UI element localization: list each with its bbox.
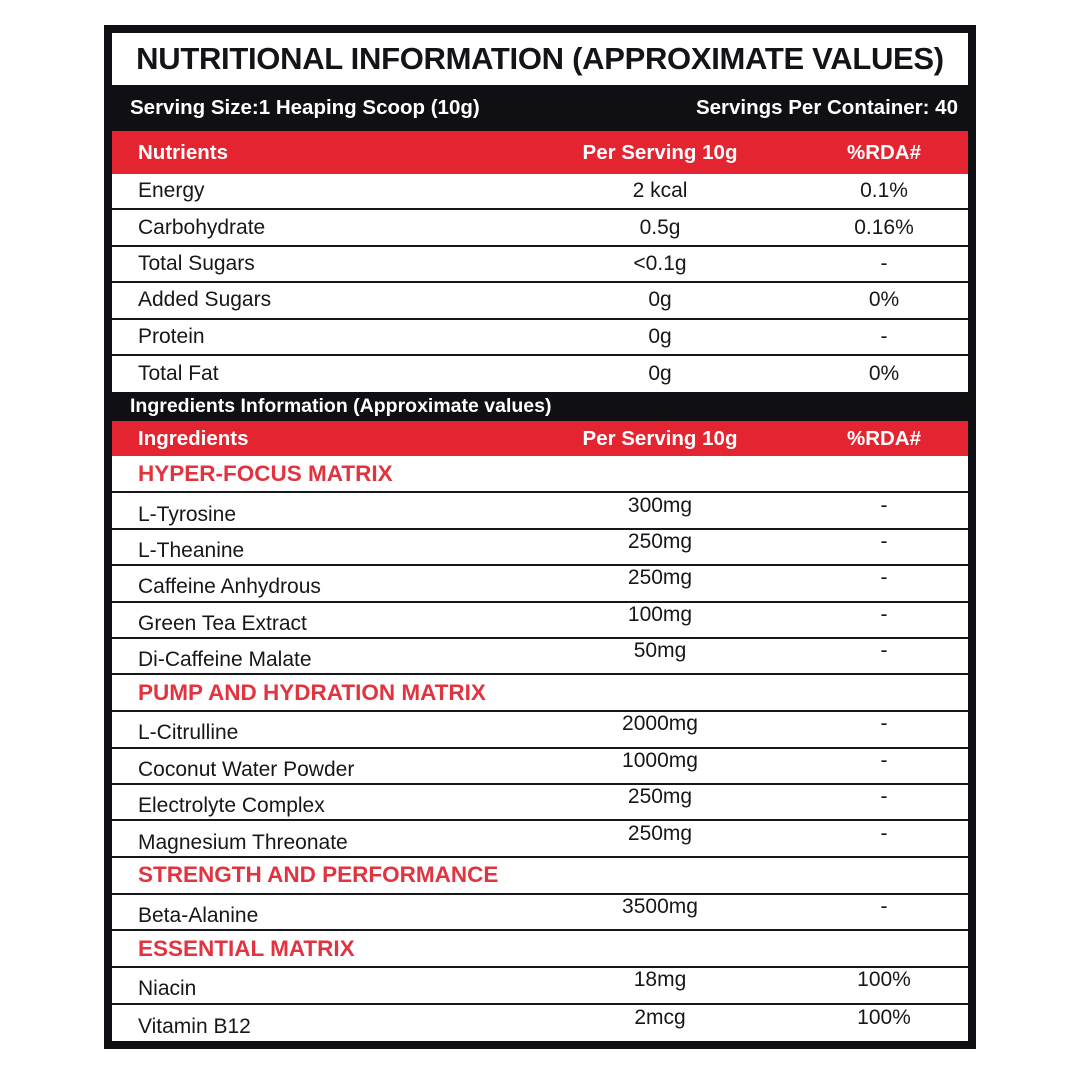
table-row: Caffeine Anhydrous 250mg - xyxy=(112,566,968,603)
nutrition-label: NUTRITIONAL INFORMATION (APPROXIMATE VAL… xyxy=(104,25,976,1050)
ingredients-header-per-serving: Per Serving 10g xyxy=(582,426,738,450)
row-value: <0.1g xyxy=(633,251,687,275)
ingredients-header-name: Ingredients xyxy=(138,426,249,450)
row-rda: - xyxy=(880,493,888,517)
row-value: 3500mg xyxy=(622,895,698,919)
section-header: ESSENTIAL MATRIX xyxy=(112,931,968,969)
row-name: L-Tyrosine xyxy=(138,502,237,526)
row-rda: - xyxy=(880,785,888,809)
table-row: Vitamin B12 2mcg 100% xyxy=(112,1005,968,1041)
row-name: Total Fat xyxy=(138,362,219,386)
table-row: Beta-Alanine 3500mg - xyxy=(112,895,968,932)
label-title: NUTRITIONAL INFORMATION (APPROXIMATE VAL… xyxy=(112,33,968,85)
row-value: 1000mg xyxy=(622,748,698,772)
row-rda: - xyxy=(880,748,888,772)
row-rda: - xyxy=(880,602,888,626)
row-name: Green Tea Extract xyxy=(138,611,307,635)
row-value: 300mg xyxy=(627,493,693,517)
row-name: Di-Caffeine Malate xyxy=(138,648,312,672)
table-row: Total Sugars <0.1g - xyxy=(112,247,968,284)
ingredients-header-row: Ingredients Per Serving 10g %RDA# xyxy=(112,421,968,457)
row-value: 0g xyxy=(648,324,672,348)
row-rda: - xyxy=(880,895,888,919)
row-name: Coconut Water Powder xyxy=(138,757,355,781)
row-rda: - xyxy=(880,639,888,663)
row-value: 18mg xyxy=(633,968,687,992)
row-name: Magnesium Threonate xyxy=(138,830,348,854)
row-value: 0.5g xyxy=(639,215,681,239)
row-rda: 100% xyxy=(857,1005,911,1029)
row-value: 50mg xyxy=(633,639,687,663)
row-rda: 0% xyxy=(868,362,900,386)
table-row: Coconut Water Powder 1000mg - xyxy=(112,748,968,786)
row-name: Vitamin B12 xyxy=(138,1014,251,1038)
section-header: PUMP AND HYDRATION MATRIX xyxy=(112,675,968,713)
nutrients-header-per-serving: Per Serving 10g xyxy=(582,140,738,164)
row-name: Added Sugars xyxy=(138,288,272,312)
row-rda: - xyxy=(880,566,888,590)
row-rda: - xyxy=(880,251,888,275)
table-row: Magnesium Threonate 250mg - xyxy=(112,821,968,858)
ingredients-info-band: Ingredients Information (Approximate val… xyxy=(130,395,552,418)
nutrients-table: Energy 2 kcal 0.1% Carbohydrate 0.5g 0.16% Tot… xyxy=(112,174,968,393)
nutrients-header-name: Nutrients xyxy=(138,140,228,164)
table-row: L-Citrulline 2000mg - xyxy=(112,712,968,749)
row-name: Caffeine Anhydrous xyxy=(138,575,321,599)
row-value: 100mg xyxy=(627,602,693,626)
table-row: Protein 0g - xyxy=(112,320,968,356)
row-value: 250mg xyxy=(627,529,693,553)
row-value: 2000mg xyxy=(622,712,698,736)
table-row: Green Tea Extract 100mg - xyxy=(112,603,968,639)
row-rda: - xyxy=(880,529,888,553)
row-value: 250mg xyxy=(627,785,693,809)
serving-band: Serving Size:1 Heaping Scoop (10g) Servi… xyxy=(112,85,968,131)
serving-size-text: Serving Size:1 Heaping Scoop (10g) xyxy=(130,96,480,119)
ingredients-table: HYPER-FOCUS MATRIX L-Tyrosine 300mg - L-Thea… xyxy=(112,456,968,1042)
ingredients-header-rda: %RDA# xyxy=(846,426,922,450)
table-row: L-Theanine 250mg - xyxy=(112,529,968,567)
row-name: L-Citrulline xyxy=(138,721,239,745)
row-value: 0g xyxy=(648,288,672,312)
row-value: 2mcg xyxy=(634,1005,686,1029)
section-header: STRENGTH AND PERFORMANCE xyxy=(112,858,968,895)
nutrients-header-rda: %RDA# xyxy=(846,140,922,164)
row-rda: 0% xyxy=(868,288,900,312)
table-row: Energy 2 kcal 0.1% xyxy=(112,174,968,211)
row-name: L-Theanine xyxy=(138,538,245,562)
row-name: Carbohydrate xyxy=(138,215,266,239)
row-name: Total Sugars xyxy=(138,251,255,275)
row-name: Protein xyxy=(138,324,205,348)
row-rda: - xyxy=(880,324,888,348)
nutrients-header-row: Nutrients Per Serving 10g %RDA# xyxy=(112,131,968,174)
table-row: Carbohydrate 0.5g 0.16% xyxy=(112,210,968,247)
table-row: Di-Caffeine Malate 50mg - xyxy=(112,639,968,676)
row-value: 2 kcal xyxy=(632,179,688,203)
row-rda: 0.1% xyxy=(860,179,908,203)
section-header: HYPER-FOCUS MATRIX xyxy=(112,456,968,494)
row-name: Niacin xyxy=(138,977,197,1001)
row-rda: - xyxy=(880,821,888,845)
row-name: Energy xyxy=(138,179,205,203)
table-row: L-Tyrosine 300mg - xyxy=(112,493,968,530)
table-row: Electrolyte Complex 250mg - xyxy=(112,785,968,822)
row-value: 0g xyxy=(648,362,672,386)
table-row: Niacin 18mg 100% xyxy=(112,968,968,1005)
row-value: 250mg xyxy=(627,821,693,845)
row-name: Beta-Alanine xyxy=(138,904,259,928)
table-row: Added Sugars 0g 0% xyxy=(112,283,968,320)
row-name: Electrolyte Complex xyxy=(138,794,325,818)
table-row: Total Fat 0g 0% xyxy=(112,356,968,392)
row-value: 250mg xyxy=(627,566,693,590)
row-rda: 0.16% xyxy=(854,215,914,239)
row-rda: 100% xyxy=(857,968,911,992)
row-rda: - xyxy=(880,712,888,736)
servings-per-container-text: Servings Per Container: 40 xyxy=(695,96,958,119)
